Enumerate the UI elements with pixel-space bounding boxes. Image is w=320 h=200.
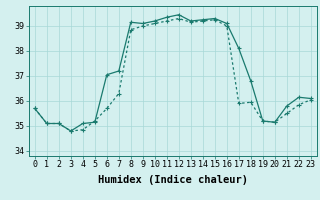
X-axis label: Humidex (Indice chaleur): Humidex (Indice chaleur) [98, 175, 248, 185]
